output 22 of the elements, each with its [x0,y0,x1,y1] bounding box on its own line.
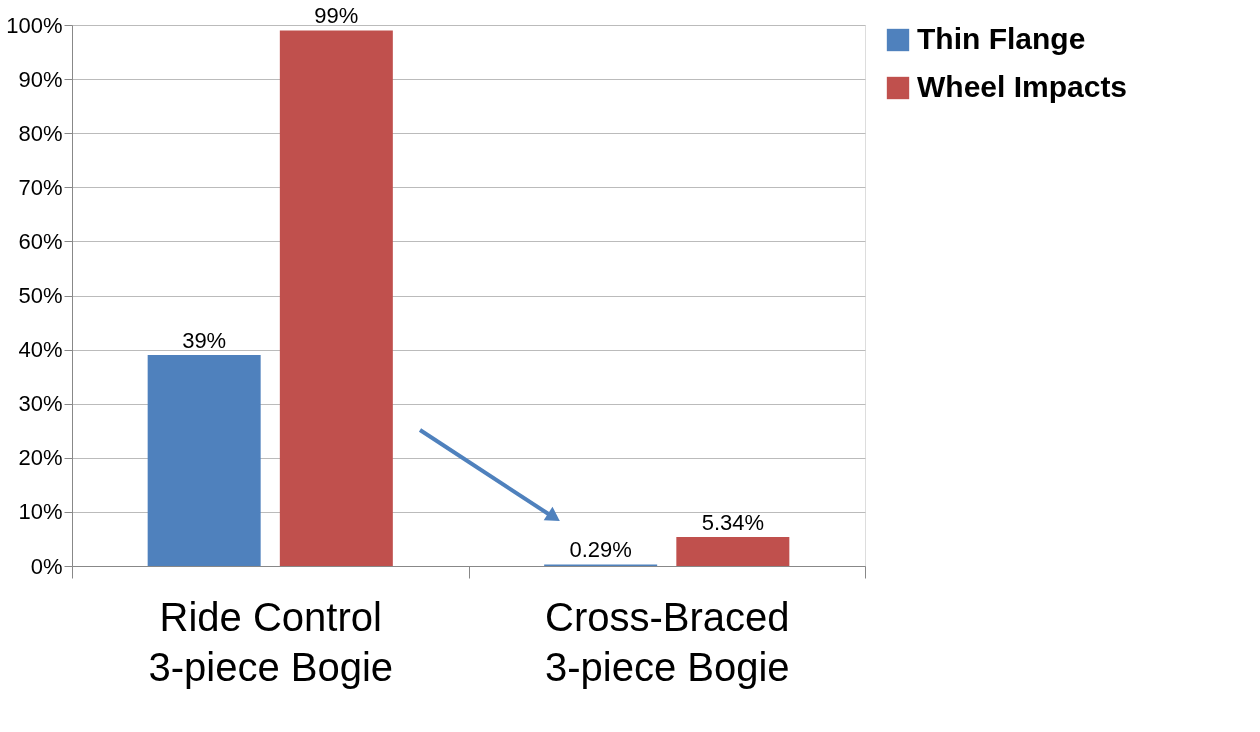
data-label: 5.34% [701,510,765,536]
y-tick-label: 40% [18,337,63,363]
y-tick-label: 30% [18,391,63,417]
y-tick-label: 80% [18,120,63,146]
legend-label: Thin Flange [917,22,1086,55]
data-label: 0.29% [569,537,632,563]
data-label: 99% [314,3,359,29]
y-tick-label: 100% [6,12,63,38]
y-tick-label: 10% [18,499,63,525]
x-tick-label: Cross-Braced 3-piece Bogie [544,594,790,689]
x-tick-label: Ride Control 3-piece Bogie [148,594,394,689]
y-tick-label: 0% [30,553,63,579]
y-tick-label: 20% [18,445,63,471]
bar [147,355,261,566]
y-tick-label: 60% [18,228,63,254]
y-tick-label: 50% [18,283,63,308]
bar [676,537,790,566]
bar [279,30,393,566]
data-label: 39% [182,328,227,354]
y-tick-label: 70% [18,174,63,200]
y-tick-label: 90% [18,66,63,92]
legend-label: Wheel Impacts [917,70,1128,103]
